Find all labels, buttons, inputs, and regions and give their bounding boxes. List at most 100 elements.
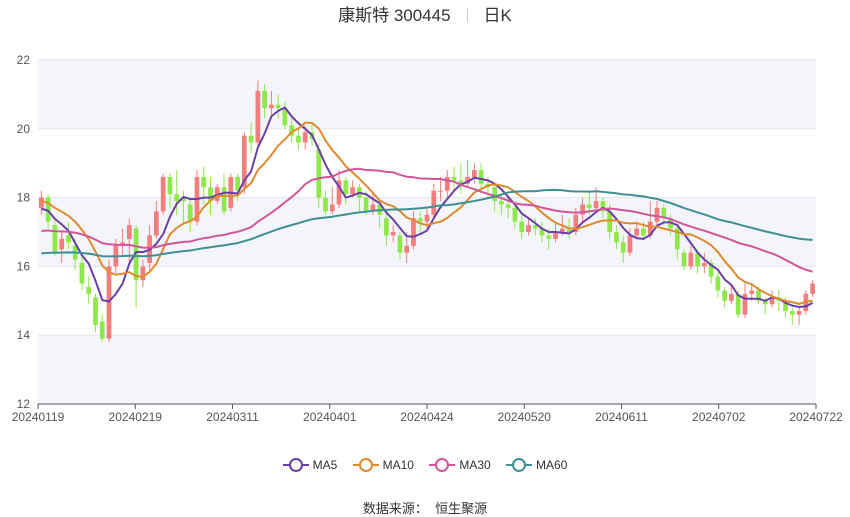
candle-body xyxy=(438,190,443,192)
candle-body xyxy=(181,197,186,202)
candle-body xyxy=(140,266,146,281)
candle-body xyxy=(59,238,65,250)
candle-body xyxy=(417,218,423,222)
candle-body xyxy=(431,190,437,215)
candle-body xyxy=(465,176,470,184)
candle-body xyxy=(769,297,775,305)
candle-body xyxy=(350,187,355,195)
y-tick-label: 16 xyxy=(17,259,31,273)
y-tick-label: 20 xyxy=(17,122,31,136)
candle-body xyxy=(370,204,376,212)
series-line-ma60 xyxy=(41,188,813,258)
candle-body xyxy=(167,176,173,195)
legend-item-ma60[interactable]: MA60 xyxy=(506,458,567,472)
candle-body xyxy=(749,290,755,294)
candle-body xyxy=(688,252,694,267)
candle-body xyxy=(444,176,450,191)
candle-body xyxy=(248,135,254,143)
legend-item-ma30[interactable]: MA30 xyxy=(429,458,491,472)
candle-body xyxy=(343,180,349,195)
candle-body xyxy=(762,300,768,305)
series-line-ma10 xyxy=(41,121,813,305)
candle-body xyxy=(661,207,667,219)
candle-body xyxy=(302,132,308,143)
series-line-ma30 xyxy=(41,167,813,273)
candle-body xyxy=(702,262,707,267)
candle-body xyxy=(546,235,552,239)
candle-body xyxy=(86,287,92,294)
source-label: 数据来源： xyxy=(362,501,428,516)
legend-item-ma10[interactable]: MA10 xyxy=(352,458,414,472)
candle-body xyxy=(262,90,268,109)
candle-body xyxy=(133,228,139,281)
source-value: 恒生聚源 xyxy=(435,501,488,516)
candle-body xyxy=(559,228,565,232)
candle-body xyxy=(647,221,653,236)
candle-body xyxy=(526,225,531,232)
candle-body xyxy=(329,204,335,212)
x-tick-label: 20240722 xyxy=(789,410,843,424)
candle-body xyxy=(586,204,592,208)
y-tick-label: 12 xyxy=(17,397,31,411)
candle-body xyxy=(201,176,207,188)
y-tick-label: 14 xyxy=(17,328,31,342)
legend-marker-ma10 xyxy=(352,458,379,472)
data-source: 数据来源： 恒生聚源 xyxy=(0,498,850,517)
candle-body xyxy=(241,135,247,188)
x-tick-label: 20240401 xyxy=(303,410,357,424)
candle-body xyxy=(79,262,85,284)
candle-body xyxy=(789,311,795,315)
candle-body xyxy=(126,225,132,239)
candle-body xyxy=(681,252,687,267)
candle-body xyxy=(424,214,430,222)
candle-body xyxy=(221,187,227,212)
candle-body xyxy=(411,218,416,246)
candle-body xyxy=(289,125,295,136)
candle-body xyxy=(390,232,396,236)
title-separator xyxy=(466,8,468,22)
candle-body xyxy=(451,176,457,181)
candle-body xyxy=(810,283,815,294)
candle-body xyxy=(607,211,613,232)
candle-body xyxy=(66,235,71,243)
candle-body xyxy=(106,266,112,339)
candle-body xyxy=(539,228,545,236)
grid-band xyxy=(38,60,816,129)
candle-body xyxy=(627,235,633,253)
candle-body xyxy=(255,90,261,143)
legend-marker-ma30 xyxy=(429,458,456,472)
y-tick-label: 18 xyxy=(17,191,31,205)
legend-label-ma5: MA5 xyxy=(312,458,338,472)
candle-body xyxy=(282,108,288,126)
candle-body xyxy=(600,201,606,212)
candle-body xyxy=(296,135,301,143)
x-tick-label: 20240702 xyxy=(692,410,746,424)
x-tick-label: 20240520 xyxy=(498,410,552,424)
candle-body xyxy=(735,293,741,315)
candle-body xyxy=(742,293,748,315)
candle-body xyxy=(397,235,403,253)
candle-body xyxy=(620,242,626,253)
candle-body xyxy=(505,204,511,208)
y-tick-label: 22 xyxy=(17,53,31,67)
stock-name-code: 康斯特 300445 xyxy=(338,6,451,25)
legend-item-ma5[interactable]: MA5 xyxy=(282,458,338,472)
candle-body xyxy=(316,149,322,198)
candle-body xyxy=(756,290,761,301)
legend-label-ma60: MA60 xyxy=(536,458,568,472)
candle-body xyxy=(471,170,477,177)
candle-body xyxy=(573,214,579,232)
candle-body xyxy=(593,201,599,208)
candle-body xyxy=(187,204,193,222)
x-tick-label: 20240311 xyxy=(206,410,259,424)
candle-body xyxy=(580,204,585,215)
candle-body xyxy=(52,225,58,253)
legend-marker-ma60 xyxy=(506,458,533,472)
candle-body xyxy=(654,207,660,222)
candle-body xyxy=(695,252,700,267)
candle-body xyxy=(499,201,504,205)
candle-body xyxy=(93,297,98,325)
candle-body xyxy=(384,218,389,236)
x-tick-label: 20240119 xyxy=(12,410,65,424)
x-tick-label: 20240611 xyxy=(595,410,648,424)
